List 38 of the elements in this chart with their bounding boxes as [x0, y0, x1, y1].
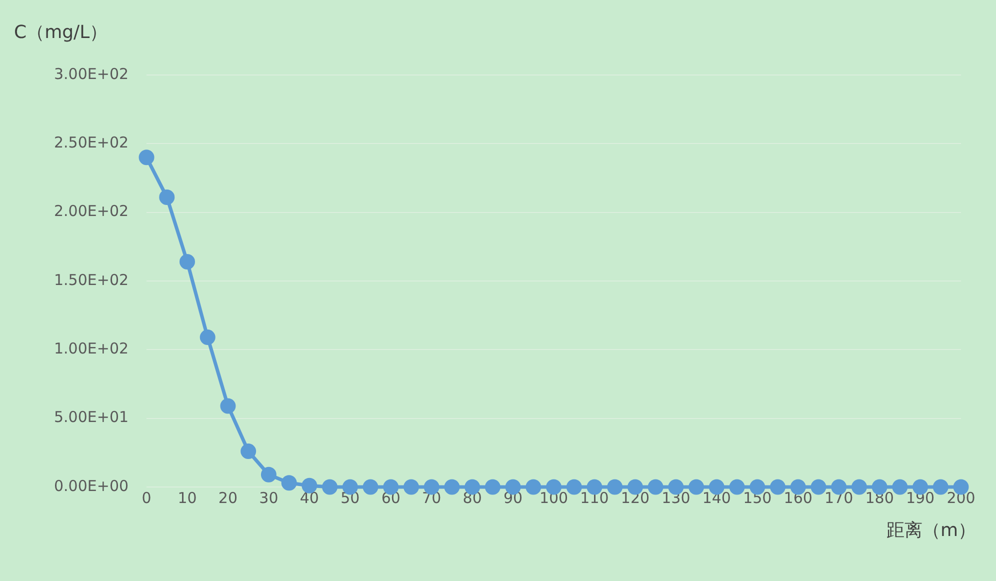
point: [770, 479, 786, 495]
x-tick-label: 30: [259, 488, 278, 507]
x-tick-label: 20: [218, 488, 238, 507]
point: [932, 479, 948, 495]
point: [240, 444, 256, 460]
point: [322, 479, 338, 495]
point: [484, 479, 500, 495]
point: [403, 479, 419, 495]
point: [526, 479, 542, 495]
x-tick-label: 0: [142, 488, 152, 507]
y-tick-label: 3.00E+02: [54, 64, 129, 83]
point: [138, 150, 154, 166]
x-tick-label: 40: [300, 488, 319, 507]
point: [648, 479, 664, 495]
y-tick-label: 1.50E+02: [54, 270, 129, 289]
point: [851, 479, 867, 495]
point: [810, 479, 826, 495]
point: [607, 479, 623, 495]
y-tick-label: 1.00E+02: [54, 340, 129, 358]
y-tick-label: 2.00E+02: [54, 202, 129, 220]
y-axis-title: C（mg/L）: [14, 21, 108, 44]
x-axis-title: 距离（m）: [886, 519, 976, 542]
y-tick-label: 0.00E+00: [54, 476, 129, 495]
y-tick-label: 2.50E+02: [54, 134, 129, 152]
point: [688, 479, 704, 495]
x-tick-label: 10: [178, 488, 197, 507]
point: [220, 398, 236, 414]
point: [281, 475, 297, 491]
point: [159, 189, 175, 205]
point: [362, 479, 378, 495]
point: [892, 479, 908, 495]
point: [180, 254, 196, 270]
point: [444, 479, 460, 495]
point: [566, 479, 582, 495]
point: [200, 330, 216, 346]
point: [729, 479, 745, 495]
y-tick-label: 5.00E+01: [54, 408, 129, 426]
point: [260, 466, 276, 482]
